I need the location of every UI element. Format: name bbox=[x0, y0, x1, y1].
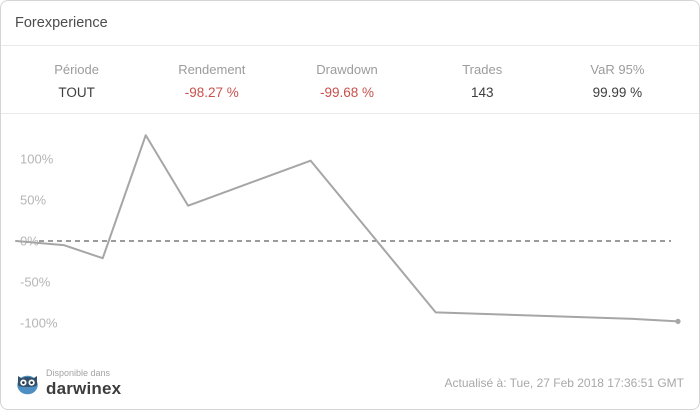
stat-value: 143 bbox=[470, 85, 494, 100]
y-axis-tick-label: 50% bbox=[20, 193, 46, 208]
stat-label: Rendement bbox=[178, 62, 246, 77]
line-end-dot bbox=[675, 318, 681, 324]
y-axis-tick-label: 100% bbox=[20, 152, 54, 167]
stat-trades: Trades 143 bbox=[415, 62, 550, 113]
y-axis-tick-label: 0% bbox=[20, 234, 39, 249]
page-title: Forexperience bbox=[15, 15, 108, 31]
available-in-label: Disponible dans bbox=[46, 368, 111, 378]
last-updated-timestamp: Actualisé à: Tue, 27 Feb 2018 17:36:51 G… bbox=[444, 376, 684, 390]
widget-footer: Disponible dans darwinex Actualisé à: Tu… bbox=[1, 357, 699, 409]
stats-row: Période TOUT Rendement -98.27 % Drawdown… bbox=[1, 46, 699, 114]
widget-header: Forexperience bbox=[1, 1, 699, 46]
stat-value: -99.68 % bbox=[319, 85, 375, 100]
stat-value: -98.27 % bbox=[184, 85, 239, 100]
stat-label: Trades bbox=[462, 62, 503, 77]
stat-label: VaR 95% bbox=[590, 62, 645, 77]
performance-line bbox=[15, 134, 679, 323]
stat-label: Période bbox=[54, 62, 99, 77]
darwinex-owl-logo-icon bbox=[17, 375, 38, 394]
stat-drawdown: Drawdown -99.68 % bbox=[279, 62, 414, 113]
stat-value: TOUT bbox=[58, 85, 95, 100]
y-axis-tick-label: -100% bbox=[20, 316, 58, 331]
stat-label: Drawdown bbox=[316, 62, 378, 77]
brand-name[interactable]: darwinex bbox=[46, 379, 122, 398]
y-axis-tick-label: -50% bbox=[20, 275, 51, 290]
stat-var95: VaR 95% 99.99 % bbox=[550, 62, 685, 113]
stat-rendement: Rendement -98.27 % bbox=[144, 62, 279, 113]
darwinex-link[interactable]: Disponible dans darwinex bbox=[16, 369, 121, 397]
stat-periode: Période TOUT bbox=[9, 62, 144, 113]
stat-value: 99.99 % bbox=[592, 85, 643, 100]
